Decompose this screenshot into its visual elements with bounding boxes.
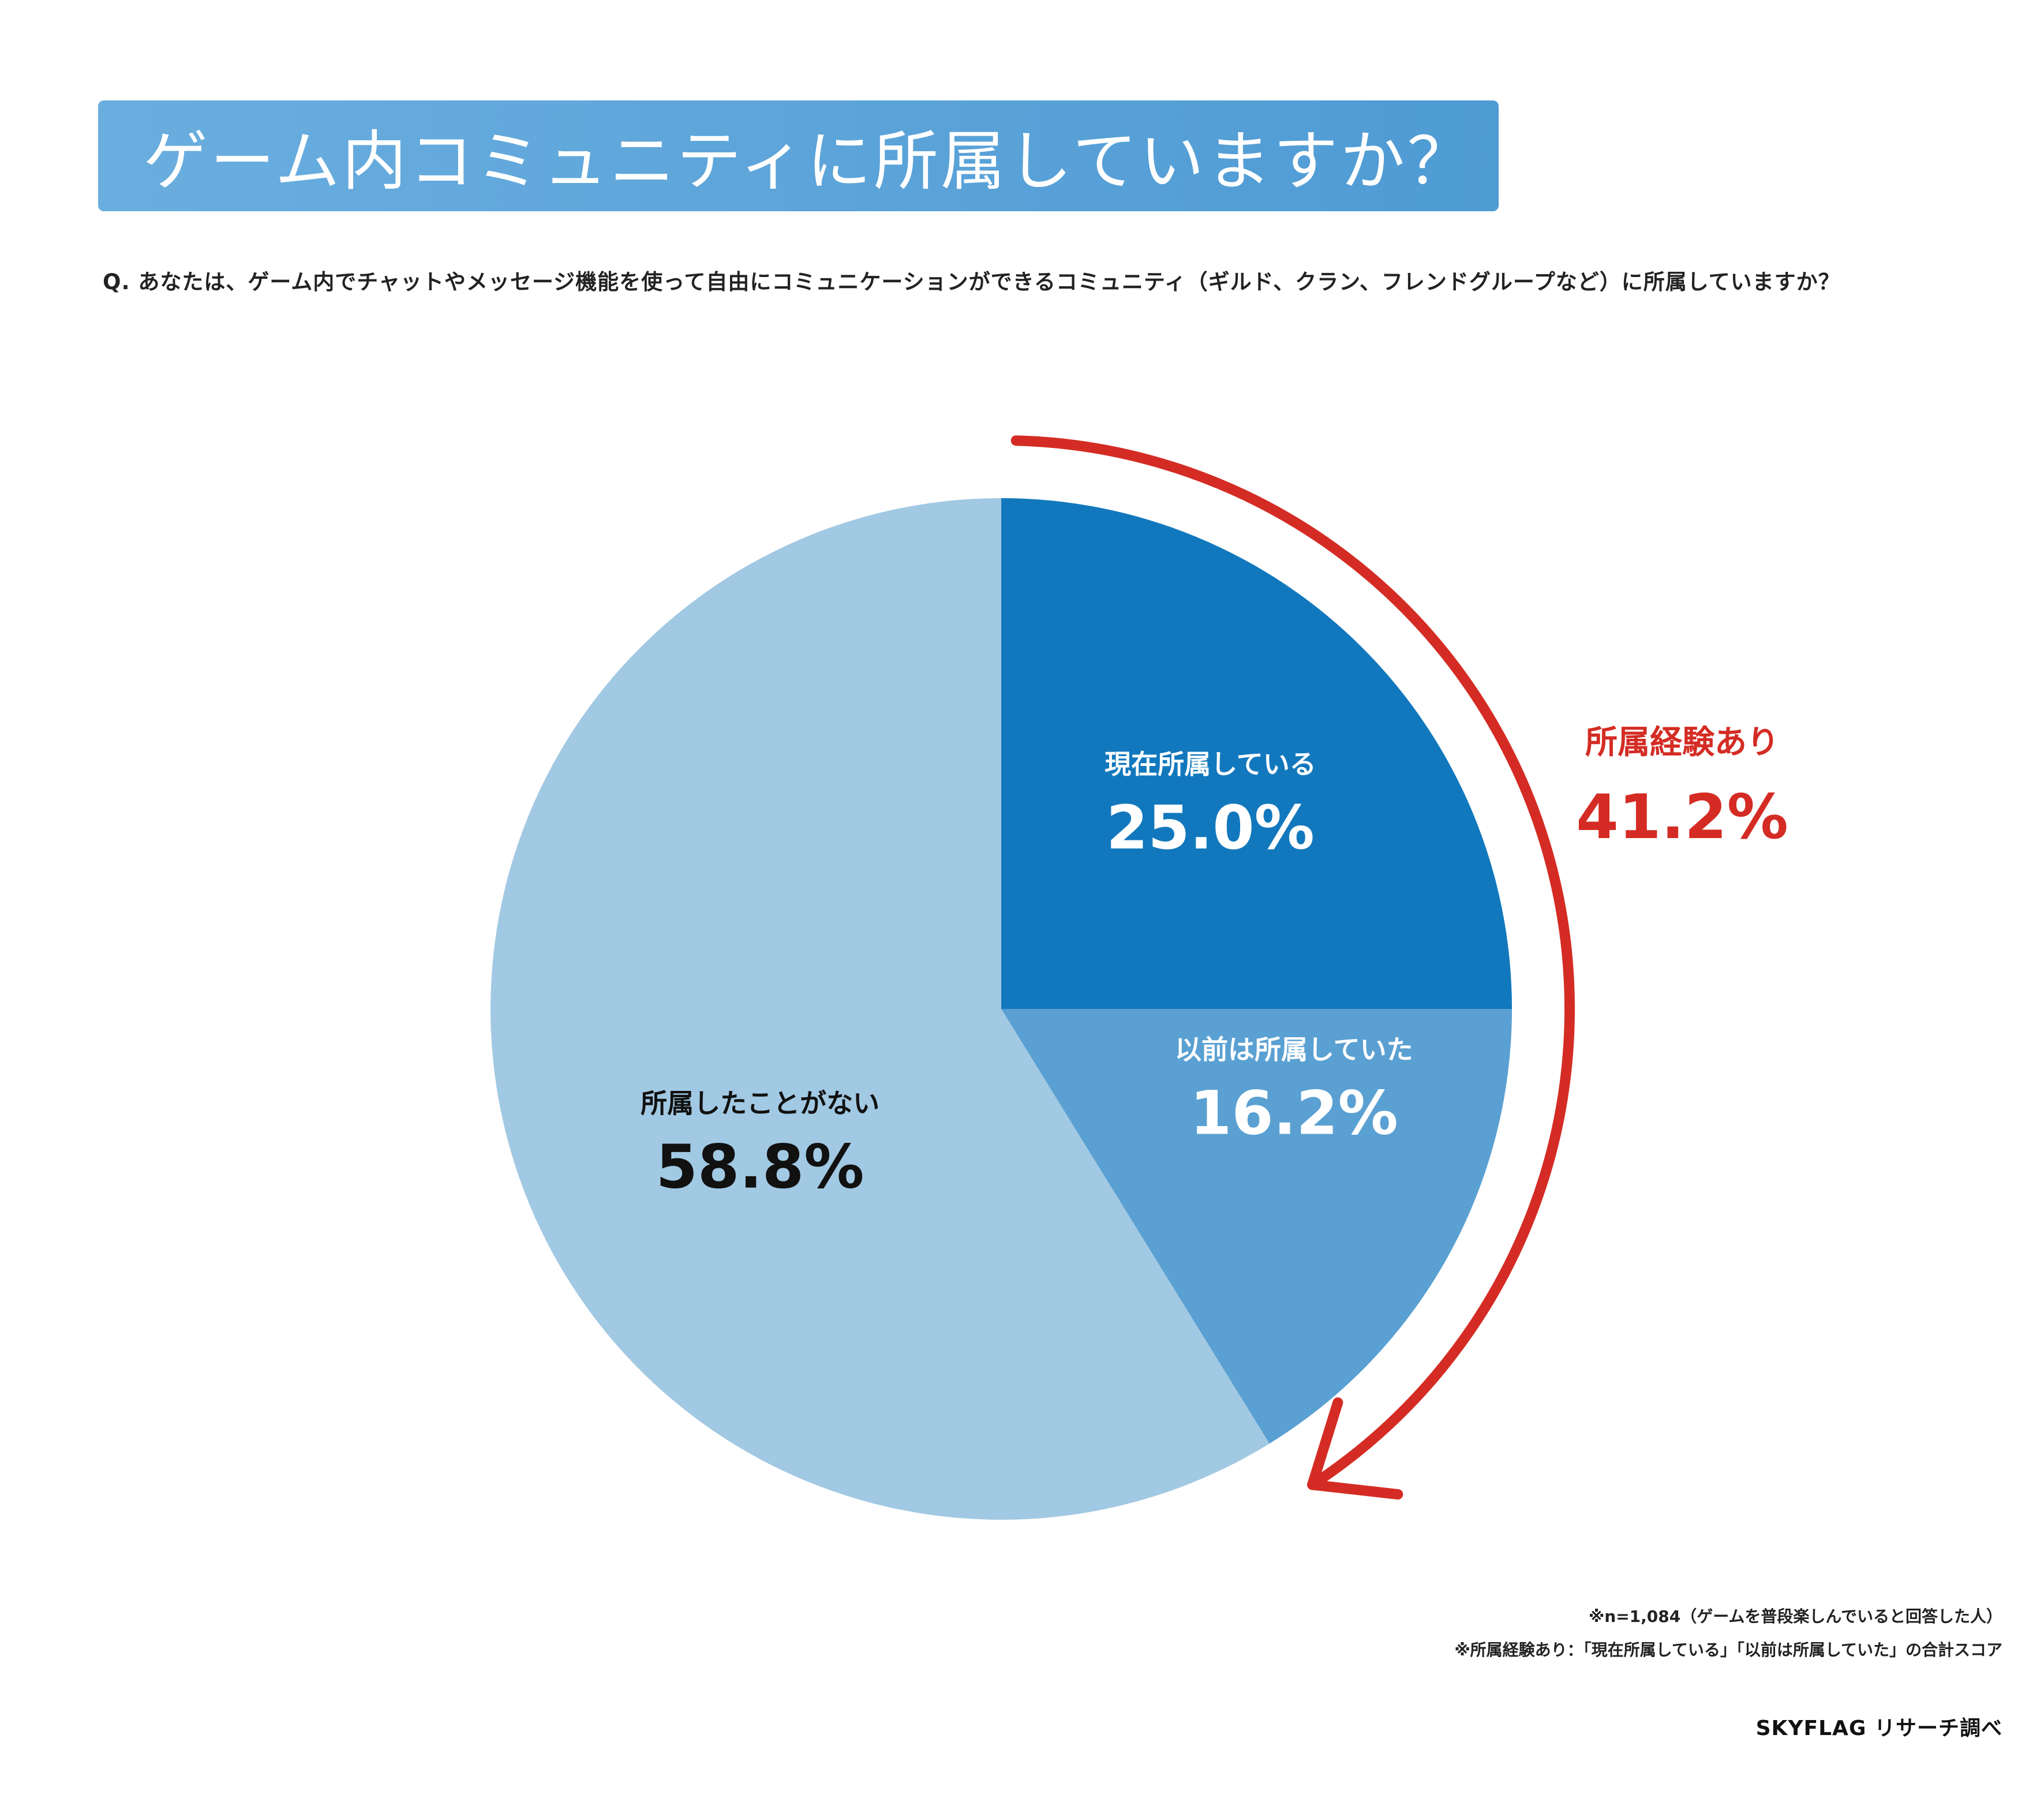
title-banner: ゲーム内コミュニティに所属していますか？ — [98, 100, 1499, 211]
annotation-arrowhead — [1307, 1397, 1403, 1500]
slice-label-2: 所属したことがない — [641, 1088, 879, 1119]
slice-label-1: 以前は所属していた — [1175, 1034, 1413, 1065]
slice-label-0: 現在所属している — [1105, 749, 1316, 780]
pie-slice-0 — [1001, 498, 1512, 1009]
slice-value-1: 16.2% — [1190, 1078, 1398, 1149]
annotation-arc — [1010, 435, 1575, 1490]
footnotes: ※n=1,084（ゲームを普段楽しんでいると回答した人） ※所属経験あり：「現在… — [1454, 1600, 2002, 1667]
source-credit: SKYFLAG リサーチ調べ — [1755, 1717, 2002, 1740]
footnote-sample-size: ※n=1,084（ゲームを普段楽しんでいると回答した人） — [1589, 1607, 2002, 1626]
annotation-label: 所属経験あり — [1585, 724, 1779, 761]
slice-value-2: 58.8% — [656, 1132, 864, 1202]
question-text: Q. あなたは、ゲーム内でチャットやメッセージ機能を使って自由にコミュニケーショ… — [103, 270, 1840, 294]
chart-title: ゲーム内コミュニティに所属していますか？ — [143, 124, 1474, 199]
pie-slice-2 — [491, 498, 1270, 1520]
pie-slice-1 — [1001, 1009, 1512, 1444]
annotation-value: 41.2% — [1576, 782, 1788, 853]
slice-value-0: 25.0% — [1106, 792, 1315, 863]
footnote-definition: ※所属経験あり：「現在所属している」「以前は所属していた」の合計スコア — [1454, 1640, 2002, 1659]
